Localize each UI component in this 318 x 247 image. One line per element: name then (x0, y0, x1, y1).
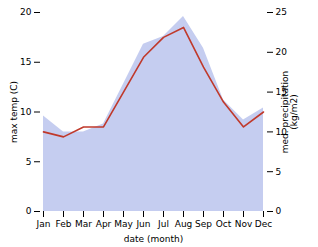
svg-text:Jan: Jan (36, 219, 51, 229)
svg-text:20: 20 (276, 47, 288, 57)
svg-text:Aug: Aug (175, 219, 193, 229)
svg-text:Jul: Jul (157, 219, 169, 229)
svg-text:Sep: Sep (195, 219, 212, 229)
svg-text:25: 25 (276, 7, 287, 17)
svg-text:0: 0 (276, 206, 282, 216)
svg-text:Jun: Jun (135, 219, 150, 229)
svg-text:Nov: Nov (235, 219, 253, 229)
svg-text:5: 5 (276, 167, 282, 177)
svg-text:20: 20 (20, 7, 32, 17)
svg-text:Oct: Oct (216, 219, 232, 229)
svg-text:15: 15 (20, 57, 31, 67)
svg-text:date (month): date (month) (124, 234, 183, 244)
svg-text:May: May (114, 219, 133, 229)
svg-text:Apr: Apr (96, 219, 112, 229)
svg-text:med. precipitation(kg/m2): med. precipitation(kg/m2) (280, 71, 299, 153)
svg-text:Dec: Dec (255, 219, 272, 229)
svg-text:0: 0 (26, 206, 32, 216)
svg-text:Feb: Feb (56, 219, 72, 229)
svg-text:max temp (C): max temp (C) (9, 81, 19, 143)
svg-text:5: 5 (26, 157, 32, 167)
svg-text:10: 10 (20, 107, 32, 117)
svg-text:Mar: Mar (75, 219, 92, 229)
